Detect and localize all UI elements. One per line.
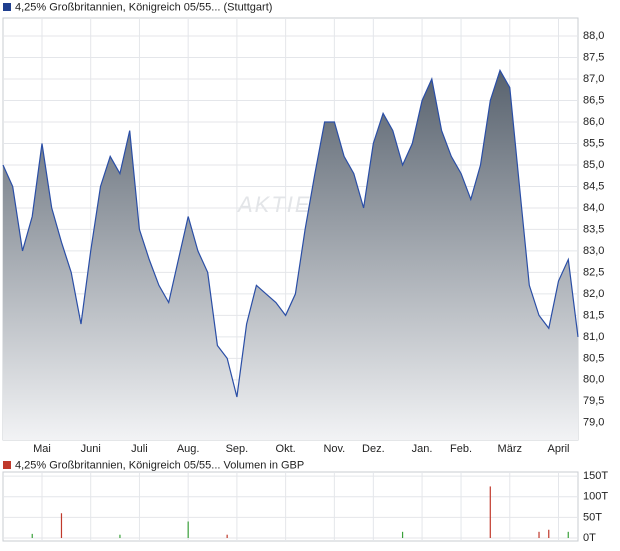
price-area bbox=[3, 70, 578, 441]
x-tick-label: Feb. bbox=[450, 443, 472, 455]
y-tick-label: 100T bbox=[583, 491, 608, 503]
legend-label: 4,25% Großbritannien, Königreich 05/55..… bbox=[15, 1, 272, 13]
legend-label: 4,25% Großbritannien, Königreich 05/55..… bbox=[15, 459, 304, 471]
y-tick-label: 84,0 bbox=[583, 202, 604, 214]
legend-swatch bbox=[3, 3, 11, 11]
legend-swatch bbox=[3, 461, 11, 469]
x-tick-label: Mai bbox=[33, 443, 51, 455]
y-tick-label: 86,0 bbox=[583, 116, 604, 128]
volume-bar bbox=[187, 521, 189, 538]
volume-bar bbox=[538, 531, 540, 538]
y-tick-label: 81,5 bbox=[583, 309, 604, 321]
y-tick-label: 82,0 bbox=[583, 288, 604, 300]
y-tick-label: 86,5 bbox=[583, 94, 604, 106]
price-line bbox=[2, 68, 579, 398]
y-tick-label: 88,0 bbox=[583, 30, 604, 42]
y-tick-label: 50T bbox=[583, 511, 602, 523]
y-tick-label: 83,0 bbox=[583, 245, 604, 257]
y-tick-label: 85,0 bbox=[583, 159, 604, 171]
volume-bar bbox=[31, 533, 33, 538]
x-tick-label: Juli bbox=[131, 443, 148, 455]
y-tick-label: 83,5 bbox=[583, 223, 604, 235]
x-tick-label: Nov. bbox=[323, 443, 345, 455]
y-tick-label: 85,5 bbox=[583, 137, 604, 149]
x-tick-label: April bbox=[548, 443, 570, 455]
x-tick-label: Dez. bbox=[362, 443, 385, 455]
y-tick-label: 87,5 bbox=[583, 51, 604, 63]
y-tick-label: 80,5 bbox=[583, 352, 604, 364]
x-tick-label: Juni bbox=[81, 443, 101, 455]
y-tick-label: 150T bbox=[583, 470, 608, 482]
volume-bar bbox=[60, 513, 63, 538]
y-tick-label: 87,0 bbox=[583, 73, 604, 85]
y-tick-label: 79,5 bbox=[583, 395, 604, 407]
plot-frame bbox=[2, 471, 579, 542]
volume-bar bbox=[401, 531, 404, 538]
x-tick-label: Sep. bbox=[226, 443, 249, 455]
y-tick-label: 80,0 bbox=[583, 374, 604, 386]
volume-bar bbox=[567, 531, 569, 538]
x-tick-label: März bbox=[498, 443, 522, 455]
y-tick-label: 0T bbox=[583, 532, 596, 544]
y-tick-label: 81,0 bbox=[583, 331, 604, 343]
x-tick-label: Jan. bbox=[412, 443, 433, 455]
volume-bar bbox=[548, 529, 550, 538]
x-tick-label: Aug. bbox=[177, 443, 200, 455]
volume-bar bbox=[119, 534, 121, 538]
x-tick-label: Okt. bbox=[276, 443, 296, 455]
y-tick-label: 79,0 bbox=[583, 417, 604, 429]
volume-bar bbox=[489, 486, 491, 538]
y-tick-label: 84,5 bbox=[583, 180, 604, 192]
y-tick-label: 82,5 bbox=[583, 266, 604, 278]
volume-bar bbox=[226, 534, 228, 538]
